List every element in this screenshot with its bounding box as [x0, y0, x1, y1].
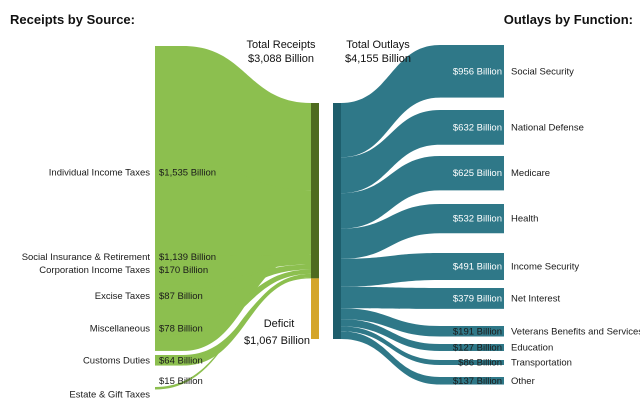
receipt-flow-customs-duties [183, 273, 311, 366]
outlay-value-net-interest: $379 Billion [453, 293, 502, 304]
outlay-node-veterans-benefits-and-services [440, 326, 504, 337]
outlay-flow-other [341, 331, 440, 385]
outlay-value-health: $532 Billion [453, 214, 502, 225]
receipt-label-customs-duties: Customs Duties [83, 355, 150, 366]
receipt-label-excise-taxes: Excise Taxes [95, 291, 151, 302]
deficit-value: $1,067 Billion [244, 335, 310, 347]
outlay-node-other [440, 377, 504, 385]
outlay-node-national-defense [440, 110, 504, 145]
receipt-value-customs-duties: $64 Billion [159, 355, 203, 366]
receipt-label-individual-income-taxes: Individual Income Taxes [49, 168, 150, 179]
total-outlays-bar [333, 103, 341, 339]
outlay-value-transportation: $86 Billion [458, 358, 502, 369]
receipt-label-estate-gift-taxes: Estate & Gift Taxes [69, 389, 150, 400]
receipt-value-corporation-income-taxes: $170 Billion [159, 265, 208, 276]
receipt-label-miscellaneous: Miscellaneous [90, 323, 150, 334]
receipt-label-social-insurance-retirement: Social Insurance & Retirement [22, 252, 151, 263]
outlay-flow-net-interest [341, 286, 440, 309]
outlay-label-education: Education [511, 342, 553, 353]
outlay-value-medicare: $625 Billion [453, 168, 502, 179]
outlay-value-income-security: $491 Billion [453, 262, 502, 273]
outlay-flow-health [341, 204, 440, 259]
outlay-node-medicare [440, 156, 504, 191]
receipt-value-excise-taxes: $87 Billion [159, 291, 203, 302]
total-outlays-title: Total Outlays [346, 39, 410, 51]
outlay-flow-income-security [341, 253, 440, 287]
outlay-label-social-security: Social Security [511, 66, 574, 77]
outlay-value-national-defense: $632 Billion [453, 122, 502, 133]
receipt-node-corporation-income-taxes [155, 256, 183, 285]
total-receipts-title: Total Receipts [246, 39, 316, 51]
outlay-node-education [440, 344, 504, 351]
outlay-flow-veterans-benefits-and-services [341, 308, 440, 337]
outlay-value-veterans-benefits-and-services: $191 Billion [453, 326, 502, 337]
receipt-node-customs-duties [155, 355, 183, 366]
outlay-node-transportation [440, 360, 504, 365]
outlay-label-net-interest: Net Interest [511, 293, 560, 304]
outlay-label-national-defense: National Defense [511, 122, 584, 133]
outlay-node-income-security [440, 253, 504, 281]
receipt-flow-estate-gift-taxes [155, 277, 311, 390]
outlay-node-net-interest [440, 288, 504, 309]
deficit-bar [311, 278, 319, 339]
outlay-label-transportation: Transportation [511, 358, 572, 369]
outlay-value-other: $137 Billion [453, 376, 502, 387]
deficit-title: Deficit [264, 318, 295, 330]
receipt-label-corporation-income-taxes: Corporation Income Taxes [39, 265, 150, 276]
center-gap [319, 103, 333, 339]
receipt-node-excise-taxes [155, 289, 183, 304]
outlay-label-health: Health [511, 214, 538, 225]
receipt-value-miscellaneous: $78 Billion [159, 323, 203, 334]
outlay-label-veterans-benefits-and-services: Veterans Benefits and Services [511, 326, 640, 337]
total-receipts-value: $3,088 Billion [248, 53, 314, 65]
receipt-flow-corporation-income-taxes [183, 254, 311, 285]
outlay-label-other: Other [511, 376, 535, 387]
receipt-value-social-insurance-retirement: $1,139 Billion [159, 252, 216, 263]
receipt-node-miscellaneous [155, 322, 183, 335]
outlay-flow-social-security [341, 45, 440, 158]
total-outlays-value: $4,155 Billion [345, 53, 411, 65]
outlay-label-medicare: Medicare [511, 168, 550, 179]
receipt-flow-miscellaneous [183, 269, 311, 335]
total-receipts-bar [311, 103, 319, 279]
outlay-flow-education [341, 319, 440, 351]
outlays-heading: Outlays by Function: [504, 12, 633, 27]
receipt-value-estate-gift-taxes: $15 Billion [159, 376, 203, 387]
outlay-label-income-security: Income Security [511, 262, 579, 273]
receipt-flow-excise-taxes [183, 264, 311, 304]
receipts-heading: Receipts by Source: [10, 12, 135, 27]
outlay-value-social-security: $956 Billion [453, 66, 502, 77]
outlay-value-education: $127 Billion [453, 342, 502, 353]
outlay-flow-transportation [341, 326, 440, 365]
outlay-node-health [440, 204, 504, 234]
outlay-flow-national-defense [341, 110, 440, 194]
outlay-node-social-security [440, 45, 504, 98]
receipt-value-individual-income-taxes: $1,535 Billion [159, 168, 216, 179]
outlay-flow-medicare [341, 156, 440, 229]
